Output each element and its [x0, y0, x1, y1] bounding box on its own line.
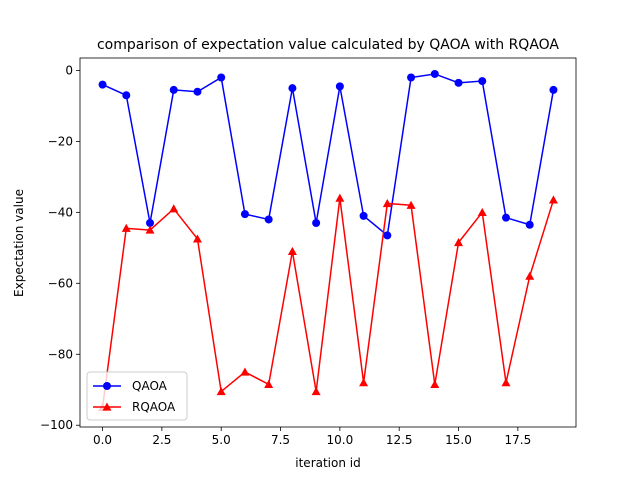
x-tick-label: 0.0: [93, 433, 112, 447]
rqaoa-point: [359, 378, 369, 387]
qaoa-point: [146, 218, 155, 227]
qaoa-point: [407, 73, 416, 82]
y-axis-label: Expectation value: [12, 189, 26, 297]
rqaoa-point: [406, 200, 416, 209]
qaoa-point: [312, 218, 321, 227]
rqaoa-point: [287, 246, 297, 255]
legend-box: [86, 371, 188, 421]
y-tick-label: 0: [65, 63, 73, 77]
rqaoa-point: [454, 238, 464, 247]
y-tick-label: −40: [48, 205, 73, 219]
legend-rqaoa-marker: [102, 402, 112, 411]
chart-title: comparison of expectation value calculat…: [97, 37, 559, 53]
y-axis: −100 −80 −60 −40 −20 0: [40, 63, 80, 432]
x-tick-label: 15.0: [445, 433, 472, 447]
rqaoa-point: [169, 204, 179, 213]
x-tick-label: 10.0: [327, 433, 354, 447]
qaoa-point: [288, 84, 297, 93]
rqaoa-point: [216, 387, 226, 396]
x-axis: 0.0 2.5 5.0 7.5 10.0 12.5 15.0 17.5: [93, 427, 531, 447]
rqaoa-point: [311, 387, 321, 396]
rqaoa-point: [501, 378, 511, 387]
x-tick-label: 17.5: [504, 433, 531, 447]
rqaoa-point: [335, 193, 345, 202]
y-tick-label: −100: [40, 418, 73, 432]
legend-qaoa-label: QAOA: [132, 379, 168, 393]
qaoa-point: [122, 91, 131, 100]
qaoa-point: [240, 210, 249, 219]
legend-rqaoa-label: RQAOA: [132, 400, 176, 414]
qaoa-point: [193, 87, 202, 96]
x-tick-label: 12.5: [386, 433, 413, 447]
rqaoa-series-line: [101, 198, 555, 408]
qaoa-point: [501, 213, 510, 222]
y-tick-label: −80: [48, 347, 73, 361]
qaoa-point: [217, 73, 226, 82]
plot-area: [79, 57, 577, 428]
qaoa-point: [454, 78, 463, 87]
qaoa-point: [478, 77, 487, 86]
axes-frame: [79, 57, 577, 428]
rqaoa-point: [240, 367, 250, 376]
rqaoa-point: [192, 234, 202, 243]
x-tick-label: 2.5: [152, 433, 171, 447]
x-axis-label: iteration id: [295, 456, 360, 470]
rqaoa-point: [264, 379, 274, 389]
rqaoa-point: [382, 198, 392, 208]
qaoa-point: [264, 215, 273, 224]
x-tick-label: 7.5: [271, 433, 290, 447]
qaoa-point: [98, 80, 107, 89]
y-tick-label: −20: [48, 134, 73, 148]
qaoa-point: [169, 85, 178, 94]
rqaoa-point: [525, 271, 535, 280]
qaoa-point: [335, 82, 344, 91]
qaoa-point: [525, 220, 534, 229]
rqaoa-point: [121, 223, 131, 232]
qaoa-point: [430, 69, 439, 78]
x-tick-label: 5.0: [212, 433, 231, 447]
qaoa-point: [383, 231, 392, 240]
qaoa-point: [549, 85, 558, 94]
rqaoa-point: [430, 379, 440, 389]
y-tick-label: −60: [48, 276, 73, 290]
rqaoa-point: [477, 207, 487, 216]
rqaoa-point: [145, 225, 155, 234]
legend-qaoa-marker: [103, 382, 111, 390]
legend: QAOA RQAOA: [86, 371, 188, 421]
rqaoa-point: [548, 195, 558, 204]
qaoa-point: [359, 211, 368, 220]
